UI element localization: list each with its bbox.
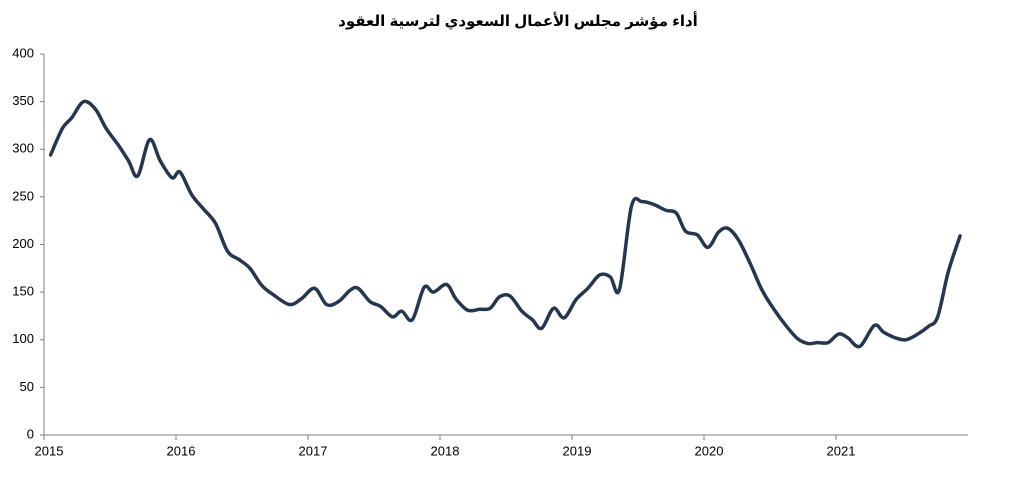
x-tick-label: 2021 [827,443,856,458]
x-tick-label: 2015 [35,443,64,458]
y-tick-label: 400 [12,45,34,60]
y-tick-label: 200 [12,236,34,251]
chart-title: أداء مؤشر مجلس الأعمال السعودي لترسية ال… [338,11,698,31]
x-tick-label: 2016 [167,443,196,458]
line-series [48,99,962,349]
y-tick-label: 150 [12,284,34,299]
y-tick-label: 250 [12,188,34,203]
x-tick-label: 2019 [563,443,592,458]
y-tick-label: 350 [12,93,34,108]
y-tick-label: 50 [20,379,34,394]
x-tick-label: 2018 [431,443,460,458]
y-tick-label: 300 [12,141,34,156]
y-tick-label: 100 [12,331,34,346]
x-tick-label: 2020 [695,443,724,458]
y-tick-label: 0 [27,426,34,441]
x-tick-label: 2017 [299,443,328,458]
